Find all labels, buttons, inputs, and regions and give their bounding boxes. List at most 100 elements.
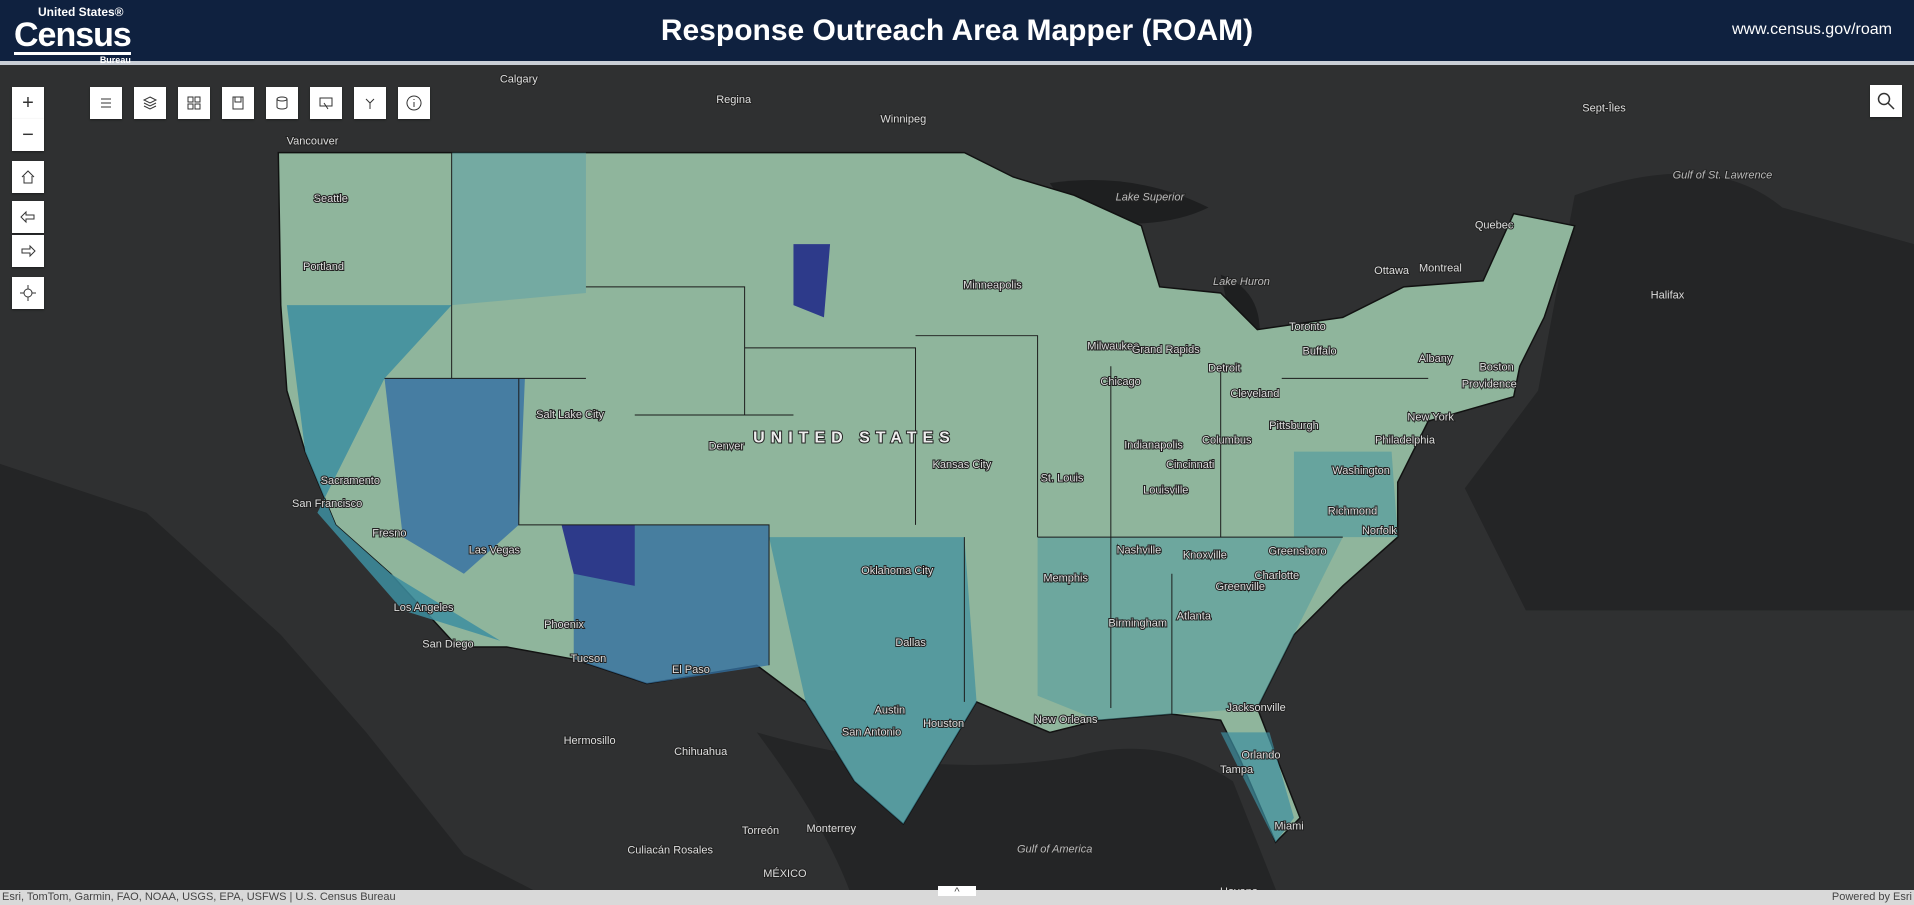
- logo-bottom: Bureau: [14, 52, 131, 65]
- region-shade: [1220, 732, 1294, 843]
- state-borders: [384, 152, 1429, 715]
- locate-icon: [20, 285, 36, 301]
- region-shade: [286, 305, 501, 641]
- tool-button[interactable]: [398, 87, 430, 119]
- map-label: Buffalo: [1303, 345, 1337, 357]
- tool-button[interactable]: [90, 87, 122, 119]
- map-label: Los Angeles: [394, 602, 454, 614]
- tool-button[interactable]: [266, 87, 298, 119]
- map-label: El Paso: [672, 664, 710, 676]
- region-shade: [1037, 537, 1343, 721]
- map-label: Detroit: [1208, 363, 1240, 375]
- map-label: Ottawa: [1374, 265, 1410, 277]
- map-label: Denver: [709, 441, 745, 453]
- map-label: Sept-Îles: [1582, 102, 1626, 115]
- map-label: Gulf of St. Lawrence: [1673, 170, 1773, 182]
- map-label: Gulf of America: [1017, 844, 1092, 856]
- next-extent[interactable]: [12, 235, 44, 267]
- map-label: UNITED STATES: [753, 429, 956, 446]
- tool-button[interactable]: [134, 87, 166, 119]
- map-label: Torreón: [742, 825, 779, 837]
- map-label: Winnipeg: [880, 114, 926, 126]
- map-label: Las Vegas: [469, 544, 521, 556]
- map-label: Quebec: [1475, 220, 1514, 232]
- map-label: Atlanta: [1177, 610, 1212, 622]
- map-label: Albany: [1419, 353, 1453, 365]
- map-label: Miami: [1274, 820, 1303, 832]
- census-logo[interactable]: United States® Census Bureau: [14, 6, 132, 65]
- attribution: Esri, TomTom, Garmin, FAO, NOAA, USGS, E…: [2, 891, 396, 903]
- basemap: [0, 151, 1914, 905]
- map-label: Tampa: [1220, 764, 1254, 776]
- map-label: Washington: [1332, 465, 1390, 477]
- map-label: Providence: [1462, 378, 1517, 390]
- map-label: St. Louis: [1041, 472, 1084, 484]
- map-label: Seattle: [314, 193, 348, 205]
- home-button[interactable]: [12, 161, 44, 193]
- tool-icon: [101, 98, 111, 108]
- tool-icon: [406, 95, 422, 111]
- map-label: Columbus: [1202, 435, 1252, 447]
- map-label: Toronto: [1289, 321, 1326, 333]
- home-icon: [21, 170, 35, 184]
- url[interactable]: www.census.gov/roam: [1731, 21, 1892, 38]
- map[interactable]: Calgary Regina Winnipeg Vancouver Seattle Por…: [0, 65, 1914, 905]
- map-label: Montreal: [1419, 262, 1462, 274]
- forward-icon: [21, 244, 36, 258]
- map-label: Regina: [716, 94, 752, 106]
- header: United States® Census Bureau Response Ou…: [0, 0, 1914, 65]
- region-shade: [451, 152, 586, 306]
- map-label: Norfolk: [1362, 525, 1397, 537]
- map-label: Calgary: [500, 73, 538, 85]
- map-label: San Antonio: [842, 726, 901, 738]
- region-shade: [793, 244, 831, 318]
- zoom-out[interactable]: −: [12, 119, 44, 151]
- map-label: Philadelphia: [1375, 435, 1436, 447]
- map-label: Birmingham: [1108, 618, 1167, 630]
- map-label: Orlando: [1241, 750, 1280, 762]
- map-label: Memphis: [1043, 573, 1088, 585]
- map-label: Monterrey: [807, 823, 857, 835]
- previous-extent[interactable]: [12, 201, 44, 233]
- search-icon: [1877, 92, 1895, 110]
- tool-button[interactable]: [310, 87, 342, 119]
- tool-icon: [232, 96, 244, 110]
- map-label: Boston: [1479, 361, 1513, 373]
- tool-icon: [365, 98, 375, 109]
- map-label: Louisville: [1143, 485, 1188, 497]
- tool-icon: [142, 96, 158, 110]
- expand-attribution[interactable]: ^: [938, 886, 976, 898]
- map-label: Indianapolis: [1124, 439, 1183, 451]
- tool-icon: [319, 97, 333, 110]
- map-label: Jacksonville: [1226, 702, 1285, 714]
- map-label: Charlotte: [1255, 570, 1300, 582]
- map-label: Portland: [303, 261, 344, 273]
- tool-button[interactable]: [178, 87, 210, 119]
- map-label: Tucson: [571, 653, 607, 665]
- tool-button[interactable]: [354, 87, 386, 119]
- powered-by: Powered by Esri: [1831, 891, 1912, 903]
- tool-button[interactable]: [222, 87, 254, 119]
- map-label: Lake Huron: [1213, 276, 1270, 288]
- map-label: Cincinnati: [1166, 459, 1214, 471]
- map-label: Kansas City: [933, 459, 992, 471]
- map-label: Salt Lake City: [536, 409, 604, 421]
- map-label: New York: [1407, 411, 1454, 423]
- region-shade: [1293, 451, 1398, 538]
- locate-button[interactable]: [12, 277, 44, 309]
- map-label: Oklahoma City: [861, 565, 934, 577]
- zoom-in[interactable]: +: [12, 87, 44, 119]
- map-label: Hermosillo: [564, 735, 616, 747]
- tool-icon: [187, 96, 201, 110]
- tool-icon: [276, 96, 288, 110]
- logo-main: Census: [14, 16, 132, 54]
- map-label: Grand Rapids: [1132, 344, 1200, 356]
- map-label: Knoxville: [1183, 549, 1227, 561]
- map-label: Nashville: [1117, 544, 1162, 556]
- map-canvas: Calgary Regina Winnipeg Vancouver Seattle Por…: [0, 65, 1914, 905]
- search-button[interactable]: [1870, 85, 1902, 117]
- map-label: Halifax: [1651, 289, 1685, 301]
- map-label: Fresno: [372, 527, 406, 539]
- map-label: Greensboro: [1269, 546, 1327, 558]
